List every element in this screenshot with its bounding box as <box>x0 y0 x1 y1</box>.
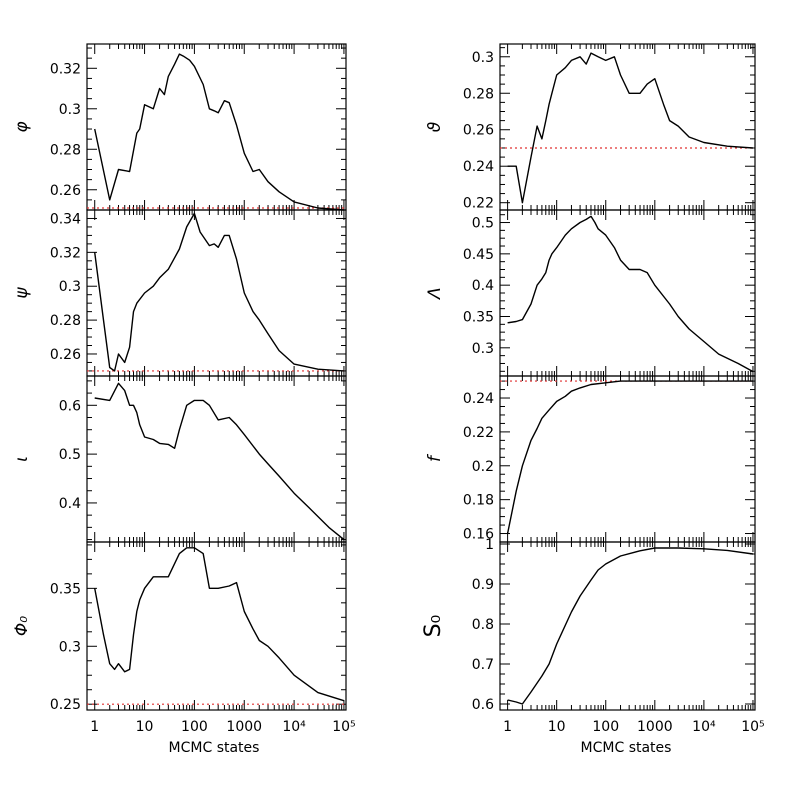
x-tick-label-Phi0: 1 <box>90 719 99 735</box>
y-tick-label-S0: 0.8 <box>472 617 494 633</box>
y-axis-label-Phi0: Φ₀ <box>12 616 32 636</box>
x-tick-label-Phi0: 1000 <box>226 719 262 735</box>
y-tick-label-f: 0.2 <box>472 459 494 475</box>
series-line-theta <box>507 52 754 204</box>
panel-frame-S0 <box>499 541 756 711</box>
y-tick-label-S0: 0.7 <box>472 657 494 673</box>
x-tick-label-S0: 1 <box>503 719 512 735</box>
y-tick-label-f: 0.24 <box>463 391 494 407</box>
y-tick-label-Phi0: 0.3 <box>59 639 81 655</box>
y-tick-label-Phi0: 0.25 <box>50 697 81 713</box>
y-tick-label-psi: 0.3 <box>59 279 81 295</box>
y-tick-label-phi: 0.26 <box>50 183 81 199</box>
x-tick-label-Phi0: 10⁴ <box>282 719 306 735</box>
y-tick-label-f: 0.22 <box>463 425 494 441</box>
y-tick-label-f: 0.18 <box>463 493 494 509</box>
x-axis-label-left: MCMC states <box>169 740 260 756</box>
y-tick-label-iota: 0.4 <box>59 496 81 512</box>
y-tick-label-iota: 0.5 <box>59 447 81 463</box>
y-axis-label-Lambda: Λ <box>425 287 445 301</box>
y-tick-label-Lambda: 0.35 <box>463 309 494 325</box>
y-tick-label-S0: 0.9 <box>472 577 494 593</box>
panel-frame-Phi0 <box>86 541 347 711</box>
panel-frame-Lambda <box>499 209 756 377</box>
y-axis-label-f: f <box>425 453 445 462</box>
y-tick-label-phi: 0.32 <box>50 61 81 77</box>
y-tick-label-theta: 0.3 <box>472 50 494 66</box>
panel-frame-psi <box>86 209 347 377</box>
y-axis-label-phi: φ <box>12 121 32 133</box>
y-tick-label-psi: 0.28 <box>50 313 81 329</box>
series-line-S0 <box>507 547 754 705</box>
series-line-Lambda <box>507 215 754 373</box>
x-tick-label-Phi0: 10⁵ <box>332 719 355 735</box>
y-axis-label-iota: ι <box>12 456 32 462</box>
x-tick-label-Phi0: 10 <box>136 719 154 735</box>
y-axis-label-theta: ϑ <box>425 121 445 132</box>
y-tick-label-Phi0: 0.35 <box>50 581 81 597</box>
x-tick-label-S0: 10⁴ <box>692 719 716 735</box>
x-axis-label-right: MCMC states <box>581 740 672 756</box>
panel-frame-f <box>499 375 756 543</box>
series-line-psi <box>94 212 344 372</box>
x-tick-label-S0: 10 <box>548 719 566 735</box>
y-tick-label-theta: 0.22 <box>463 196 494 212</box>
x-tick-label-S0: 100 <box>592 719 619 735</box>
y-axis-label-S0: S₀ <box>421 614 446 637</box>
series-line-Phi0 <box>94 547 345 702</box>
y-tick-label-Lambda: 0.45 <box>463 247 494 263</box>
y-tick-label-theta: 0.24 <box>463 159 494 175</box>
y-tick-label-S0: 0.6 <box>472 697 494 713</box>
y-axis-label-psi: ψ <box>12 287 32 299</box>
y-tick-label-S0: 1 <box>485 537 494 553</box>
panel-frame-iota <box>86 375 347 543</box>
y-tick-label-Lambda: 0.4 <box>472 278 494 294</box>
series-line-phi <box>94 53 344 211</box>
x-tick-label-S0: 10⁵ <box>741 719 764 735</box>
panel-frame-phi <box>86 43 347 211</box>
y-tick-label-iota: 0.6 <box>59 398 81 414</box>
y-tick-label-psi: 0.34 <box>50 211 81 227</box>
series-line-iota <box>94 382 345 541</box>
y-tick-label-Lambda: 0.5 <box>472 216 494 232</box>
y-tick-label-phi: 0.3 <box>59 102 81 118</box>
y-tick-label-theta: 0.26 <box>463 123 494 139</box>
y-tick-label-theta: 0.28 <box>463 86 494 102</box>
x-tick-label-Phi0: 100 <box>181 719 208 735</box>
panel-frame-theta <box>499 43 756 211</box>
y-tick-label-f: 0.16 <box>463 527 494 543</box>
x-tick-label-S0: 1000 <box>637 719 673 735</box>
y-tick-label-psi: 0.26 <box>50 347 81 363</box>
y-tick-label-Lambda: 0.3 <box>472 341 494 357</box>
y-tick-label-psi: 0.32 <box>50 245 81 261</box>
y-tick-label-phi: 0.28 <box>50 142 81 158</box>
series-line-f <box>506 380 753 534</box>
